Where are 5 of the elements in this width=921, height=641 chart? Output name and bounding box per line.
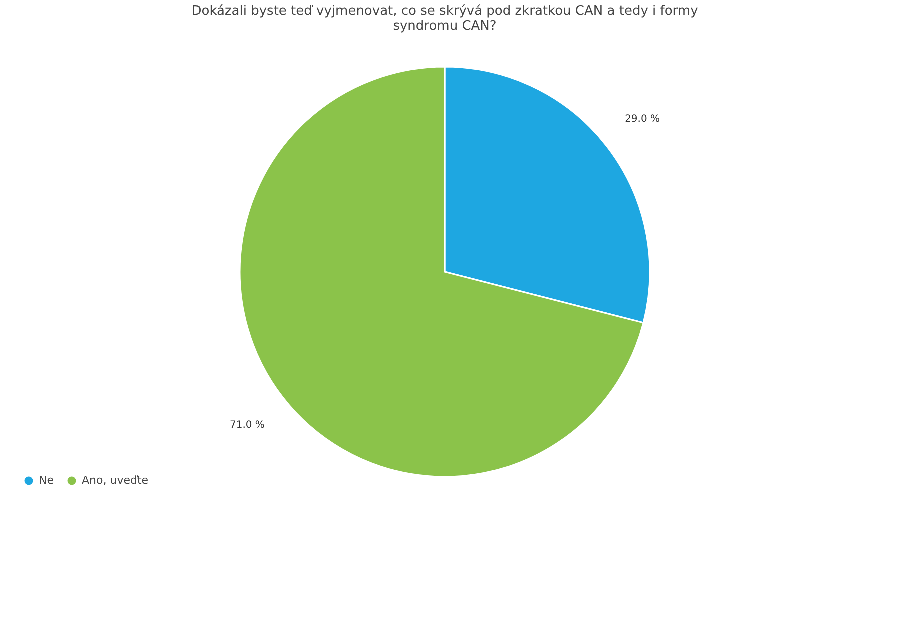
legend-label: Ano, uveďte xyxy=(82,474,149,487)
legend-label: Ne xyxy=(39,474,54,487)
data-label: 71.0 % xyxy=(230,420,265,432)
chart-title: Dokázali byste teď vyjmenovat, co se skrývá pod zkratkou CAN a tedy i formy syndromu CAN? xyxy=(192,4,699,34)
data-label: 29.0 % xyxy=(625,114,660,125)
